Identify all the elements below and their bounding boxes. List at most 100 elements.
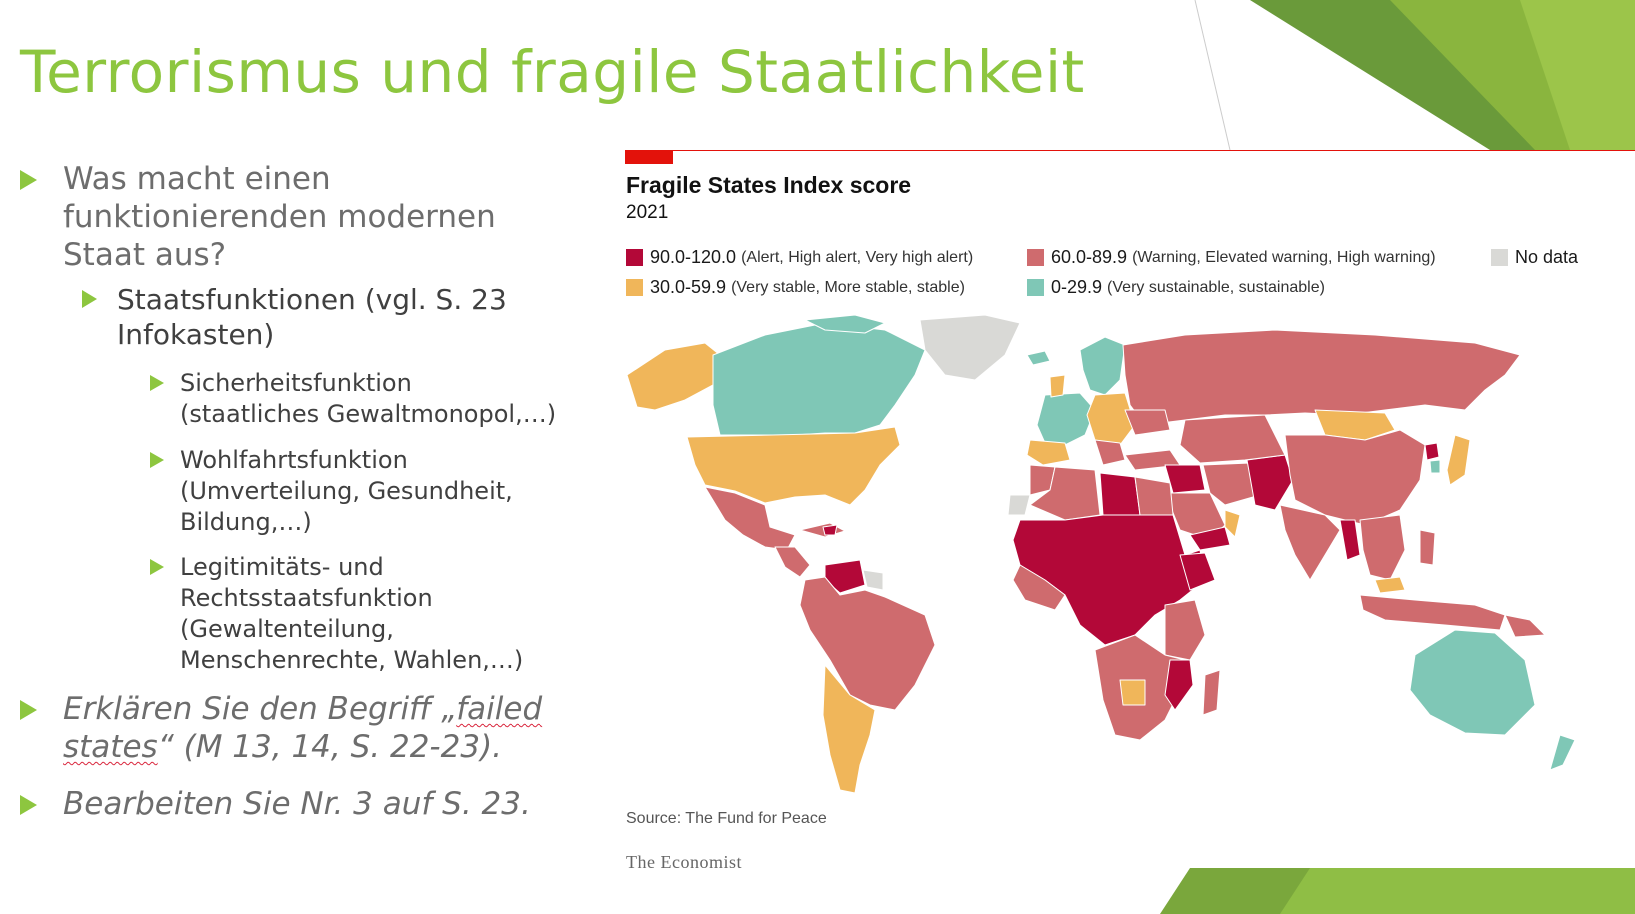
legend-stable: 30.0-59.9 (Very stable, More stable, stab… <box>626 277 965 298</box>
bullet-sicherheitsfunktion: Sicherheitsfunktion (staatliches Gewaltm… <box>150 368 556 430</box>
legend-desc: (Warning, Elevated warning, High warning… <box>1132 248 1436 266</box>
top-right-decoration <box>1194 0 1635 151</box>
legend-label: No data <box>1515 247 1579 267</box>
region-china <box>1284 429 1426 526</box>
region-iceland <box>1026 350 1051 366</box>
bullet-task-failed-states: Erklären Sie den Begriff „failed states“… <box>20 690 542 766</box>
region-australia <box>1409 629 1536 736</box>
region-canada <box>712 322 926 436</box>
task-text: Bearbeiten Sie Nr. 3 auf S. 23. <box>63 786 531 822</box>
economist-red-tag <box>625 150 673 164</box>
bullet-line: Menschenrechte, Wahlen,…) <box>180 646 524 674</box>
region-south-korea <box>1429 459 1441 474</box>
bullet-line: (staatliches Gewaltmonopol,…) <box>180 400 557 428</box>
world-map <box>626 315 1576 794</box>
bullet-arrow-icon <box>150 559 164 575</box>
region-guianas <box>862 569 884 591</box>
region-iran <box>1202 462 1261 506</box>
bullet-arrow-icon <box>20 795 37 815</box>
region-north-korea <box>1424 442 1440 461</box>
legend-range: 0-29.9 <box>1051 277 1103 297</box>
bullet-line: Staatsfunktionen (vgl. S. 23 <box>117 283 507 316</box>
bullet-line: Wohlfahrtsfunktion <box>180 446 408 474</box>
region-mozambique <box>1164 659 1194 711</box>
legend-desc: (Very stable, More stable, stable) <box>731 278 965 296</box>
region-eastern-europe <box>1086 392 1136 446</box>
bottom-right-decoration <box>1160 868 1635 914</box>
region-south-america <box>799 576 936 711</box>
bullet-line: Rechtsstaatsfunktion <box>180 584 433 612</box>
slide-title: Terrorismus und fragile Staatlichkeit <box>20 38 1085 106</box>
legend-alert: 90.0-120.0 (Alert, High alert, Very high … <box>626 247 973 268</box>
region-kenya-tanzania <box>1164 599 1206 661</box>
task-text: “ (M 13, 14, S. 22-23). <box>157 729 503 765</box>
legend-desc: (Very sustainable, sustainable) <box>1107 278 1325 296</box>
legend-range: 30.0-59.9 <box>650 277 727 297</box>
spellcheck-word: states <box>63 729 158 765</box>
region-greenland <box>919 315 1021 381</box>
region-canada-islands <box>804 315 886 334</box>
region-usa <box>686 426 901 506</box>
bullet-arrow-icon <box>20 700 37 720</box>
legend-range: 60.0-89.9 <box>1051 247 1128 267</box>
region-western-europe <box>1036 392 1096 446</box>
region-ukraine <box>1124 409 1171 436</box>
region-new-zealand <box>1549 734 1576 771</box>
legend-swatch <box>1027 249 1044 266</box>
region-afghanistan-pakistan <box>1246 454 1294 511</box>
region-uk <box>1049 374 1066 398</box>
region-central-asia <box>1179 414 1286 464</box>
legend-warning: 60.0-89.9 (Warning, Elevated warning, Hig… <box>1027 247 1436 268</box>
bullet-wohlfahrtsfunktion: Wohlfahrtsfunktion (Umverteilung, Gesund… <box>150 445 513 538</box>
region-western-sahara <box>1007 494 1031 516</box>
bullet-arrow-icon <box>150 452 164 468</box>
region-madagascar <box>1202 669 1221 716</box>
bullet-legitimitaetsfunktion: Legitimitäts- und Rechtsstaatsfunktion (… <box>150 552 523 676</box>
bullet-staatsfunktionen: Staatsfunktionen (vgl. S. 23 Infokasten) <box>82 282 507 352</box>
fragile-states-map-figure: Fragile States Index score 2021 90.0-120… <box>625 150 1635 880</box>
region-haiti <box>822 524 838 536</box>
region-se-asia <box>1359 514 1406 581</box>
spellcheck-word: failed <box>456 691 543 727</box>
task-text: Erklären Sie den Begriff „ <box>63 691 457 727</box>
map-title: Fragile States Index score <box>626 172 912 198</box>
bullet-question: Was macht einen funktionierenden moderne… <box>20 160 496 274</box>
region-spain-italy <box>1026 439 1071 466</box>
bullet-line: Bildung,…) <box>180 508 312 536</box>
region-india <box>1279 504 1341 581</box>
region-egypt <box>1134 476 1174 516</box>
legend-range: 90.0-120.0 <box>650 247 737 267</box>
region-indonesia <box>1359 594 1506 631</box>
legend-swatch <box>626 279 643 296</box>
publisher-logo: The Economist <box>626 852 742 872</box>
legend-sustainable: 0-29.9 (Very sustainable, sustainable) <box>1027 277 1325 298</box>
legend-swatch <box>1027 279 1044 296</box>
region-scandinavia <box>1079 336 1126 396</box>
bullet-arrow-icon <box>150 375 164 391</box>
region-mexico <box>704 486 796 551</box>
legend-swatch <box>626 249 643 266</box>
map-year: 2021 <box>626 202 669 223</box>
legend-swatch <box>1491 249 1508 266</box>
bullet-arrow-icon <box>20 170 37 190</box>
bullet-line: Staat aus? <box>63 237 227 273</box>
bullet-line: (Gewaltenteilung, <box>180 615 394 643</box>
region-japan <box>1446 434 1471 486</box>
region-southern-cone <box>822 664 876 794</box>
region-alaska <box>626 342 721 411</box>
map-source: Source: The Fund for Peace <box>626 810 827 827</box>
region-philippines <box>1419 529 1436 566</box>
bullet-line: Infokasten) <box>117 318 275 351</box>
legend-nodata: No data <box>1491 247 1578 268</box>
region-malaysia <box>1374 576 1406 594</box>
region-ethiopia <box>1179 552 1216 591</box>
bullet-line: Legitimitäts- und <box>180 553 384 581</box>
region-mongolia <box>1314 409 1396 441</box>
region-png <box>1504 614 1546 638</box>
region-myanmar <box>1339 519 1361 561</box>
region-yemen <box>1189 526 1231 551</box>
bullet-line: (Umverteilung, Gesundheit, <box>180 477 513 505</box>
bullet-arrow-icon <box>82 290 97 308</box>
bullet-line: Was macht einen <box>63 161 331 197</box>
economist-rule <box>673 150 1635 151</box>
